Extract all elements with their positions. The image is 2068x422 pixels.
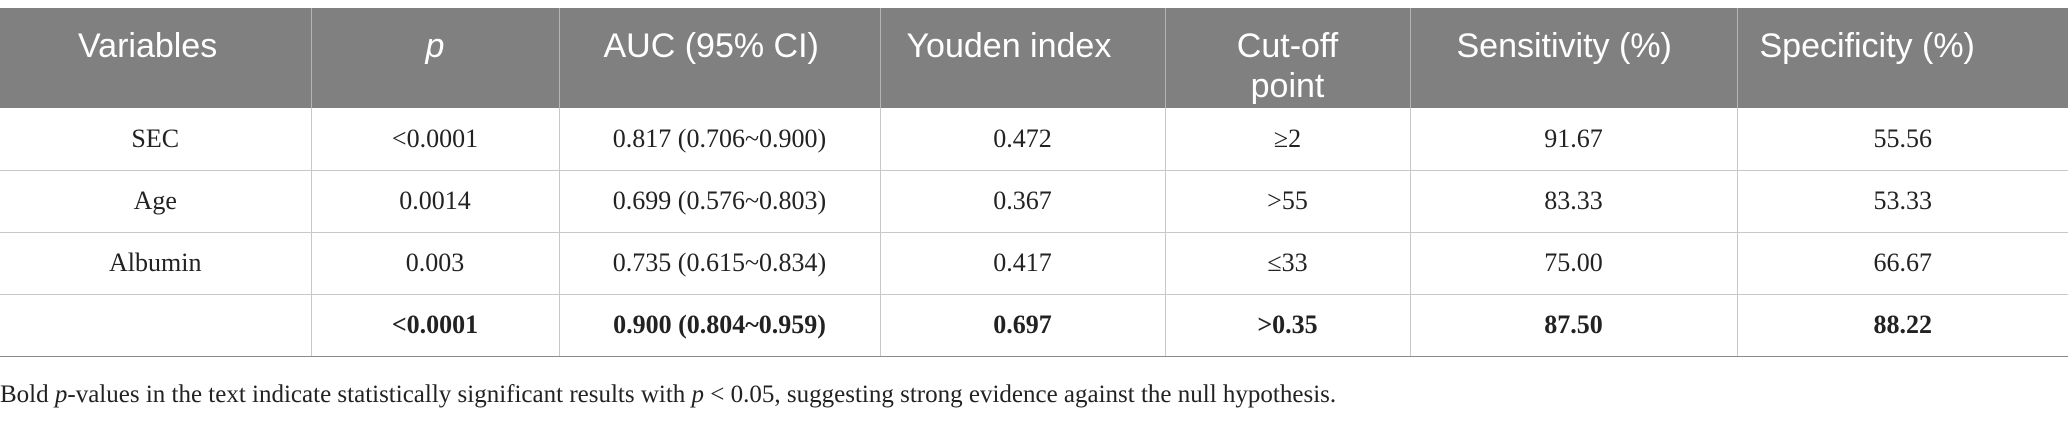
cell-cutoff: ≥2	[1165, 108, 1411, 171]
cell-cutoff: ≤33	[1165, 232, 1411, 295]
cell-auc: 0.817 (0.706~0.900)	[559, 108, 881, 171]
roc-results-table: Variables p AUC (95% CI) Youden index Cu…	[0, 8, 2068, 357]
cell-youden: 0.472	[880, 108, 1166, 171]
cell-cutoff: >0.35	[1165, 294, 1411, 357]
table-header-row: Variables p AUC (95% CI) Youden index Cu…	[0, 8, 2068, 108]
cell-auc: 0.900 (0.804~0.959)	[559, 294, 881, 357]
table-row: Age 0.0014 0.699 (0.576~0.803) 0.367 >55…	[0, 170, 2068, 233]
header-variables: Variables	[0, 8, 312, 108]
header-youden: Youden index	[880, 8, 1166, 108]
cell-p: 0.003	[311, 232, 560, 295]
cell-youden: 0.417	[880, 232, 1166, 295]
cell-variable	[0, 294, 312, 357]
header-cutoff: Cut-off point	[1165, 8, 1411, 108]
footnote-text: -values in the text indicate statistical…	[67, 381, 692, 408]
cell-specificity: 53.33	[1737, 170, 2068, 233]
cell-specificity: 88.22	[1737, 294, 2068, 357]
cell-sensitivity: 91.67	[1410, 108, 1738, 171]
cell-cutoff: >55	[1165, 170, 1411, 233]
cell-p: <0.0001	[311, 108, 560, 171]
cell-variable: Albumin	[0, 232, 312, 295]
results-table-container: Variables p AUC (95% CI) Youden index Cu…	[0, 8, 2068, 357]
cell-variable: Age	[0, 170, 312, 233]
footnote-p: p	[54, 381, 68, 408]
cell-sensitivity: 83.33	[1410, 170, 1738, 233]
table-row: Albumin 0.003 0.735 (0.615~0.834) 0.417 …	[0, 232, 2068, 295]
table-footnote: Bold p-values in the text indicate stati…	[0, 381, 1336, 409]
cell-auc: 0.735 (0.615~0.834)	[559, 232, 881, 295]
cell-specificity: 55.56	[1737, 108, 2068, 171]
cell-p: 0.0014	[311, 170, 560, 233]
cell-auc: 0.699 (0.576~0.803)	[559, 170, 881, 233]
footnote-text: Bold	[0, 381, 55, 408]
cell-variable: SEC	[0, 108, 312, 171]
header-sensitivity: Sensitivity (%)	[1410, 8, 1738, 108]
header-auc: AUC (95% CI)	[559, 8, 881, 108]
cell-sensitivity: 87.50	[1410, 294, 1738, 357]
header-specificity: Specificity (%)	[1737, 8, 2068, 108]
cell-sensitivity: 75.00	[1410, 232, 1738, 295]
cell-youden: 0.367	[880, 170, 1166, 233]
cell-specificity: 66.67	[1737, 232, 2068, 295]
cell-p: <0.0001	[311, 294, 560, 357]
footnote-text: < 0.05, suggesting strong evidence again…	[704, 381, 1337, 408]
header-p: p	[311, 8, 560, 108]
table-row-combined: <0.0001 0.900 (0.804~0.959) 0.697 >0.35 …	[0, 294, 2068, 357]
table-row: SEC <0.0001 0.817 (0.706~0.900) 0.472 ≥2…	[0, 108, 2068, 171]
cell-youden: 0.697	[880, 294, 1166, 357]
footnote-p: p	[691, 381, 705, 408]
